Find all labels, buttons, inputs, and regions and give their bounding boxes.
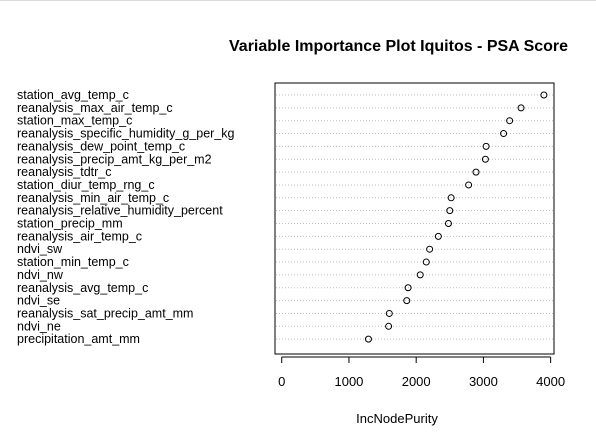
data-point <box>403 297 411 305</box>
data-point <box>465 181 473 189</box>
variable-label: reanalysis_sat_precip_amt_mm <box>17 306 193 320</box>
data-point <box>434 232 442 240</box>
data-point <box>481 155 489 163</box>
data-point <box>422 258 430 266</box>
data-point <box>482 142 490 150</box>
x-tick-label: 0 <box>278 374 285 389</box>
variable-label: station_precip_mm <box>17 217 123 231</box>
grid-lines <box>276 94 553 340</box>
variable-label: ndvi_ne <box>17 319 61 333</box>
variable-label: ndvi_sw <box>17 242 63 256</box>
variable-label: reanalysis_dew_point_temp_c <box>17 139 185 153</box>
data-point <box>472 168 480 176</box>
plot-frame <box>274 82 555 355</box>
data-point <box>506 117 514 125</box>
data-point <box>540 91 548 99</box>
variable-label: station_avg_temp_c <box>17 88 129 102</box>
data-point <box>404 284 412 292</box>
variable-labels: station_avg_temp_creanalysis_max_air_tem… <box>17 88 235 346</box>
variable-label: precipitation_amt_mm <box>17 332 140 346</box>
variable-label: reanalysis_relative_humidity_percent <box>17 204 223 218</box>
data-point <box>364 335 372 343</box>
x-axis: 0 1000 2000 3000 4000 <box>278 356 565 389</box>
data-point <box>416 271 424 279</box>
data-point <box>385 322 393 330</box>
data-point <box>446 207 454 215</box>
x-tick-label: 3000 <box>469 374 498 389</box>
variable-label: station_diur_temp_rng_c <box>17 178 155 192</box>
variable-label: reanalysis_precip_amt_kg_per_m2 <box>17 152 212 166</box>
variable-label: ndvi_se <box>17 294 60 308</box>
chart-title: Variable Importance Plot Iquitos - PSA S… <box>229 38 569 55</box>
variable-label: ndvi_nw <box>17 268 64 282</box>
x-axis-label: IncNodePurity <box>356 411 438 426</box>
variable-label: reanalysis_avg_temp_c <box>17 281 148 295</box>
data-point <box>500 130 508 138</box>
x-tick-label: 2000 <box>402 374 431 389</box>
variable-label: reanalysis_max_air_temp_c <box>17 101 173 115</box>
variable-label: station_max_temp_c <box>17 114 132 128</box>
data-point <box>517 104 525 112</box>
data-point <box>444 220 452 227</box>
variable-label: reanalysis_specific_humidity_g_per_kg <box>17 127 235 141</box>
variable-label: reanalysis_tdtr_c <box>17 165 112 179</box>
variable-label: reanalysis_min_air_temp_c <box>17 191 169 205</box>
variable-label: reanalysis_air_temp_c <box>17 229 142 243</box>
x-tick-label: 4000 <box>536 374 565 389</box>
data-point <box>385 309 393 317</box>
data-point <box>447 194 455 202</box>
x-tick-label: 1000 <box>334 374 363 389</box>
top-border <box>0 0 596 1</box>
data-point <box>426 245 434 253</box>
variable-label: station_min_temp_c <box>17 255 129 269</box>
data-points <box>364 91 548 343</box>
